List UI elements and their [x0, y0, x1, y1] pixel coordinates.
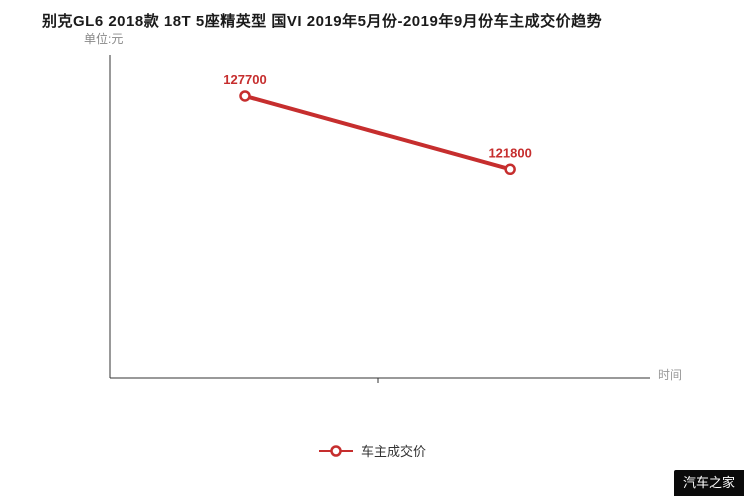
data-point-marker[interactable] [239, 90, 251, 102]
x-axis-label: 时间 [658, 368, 683, 382]
data-point-label: 121800 [488, 145, 531, 160]
site-watermark: 汽车之家 [673, 470, 744, 496]
y-axis-unit-label: 单位:元 [84, 32, 124, 46]
data-point-marker[interactable] [504, 163, 516, 176]
series-line [244, 94, 511, 172]
legend-label: 车主成交价 [360, 444, 426, 459]
chart-title: 别克GL6 2018款 18T 5座精英型 国VI 2019年5月份-2019年… [42, 13, 603, 30]
series-layer: 127700 121800 [223, 72, 532, 176]
legend-marker-icon [318, 444, 353, 457]
data-point-label: 127700 [223, 72, 266, 87]
legend: 车主成交价 [0, 441, 744, 460]
